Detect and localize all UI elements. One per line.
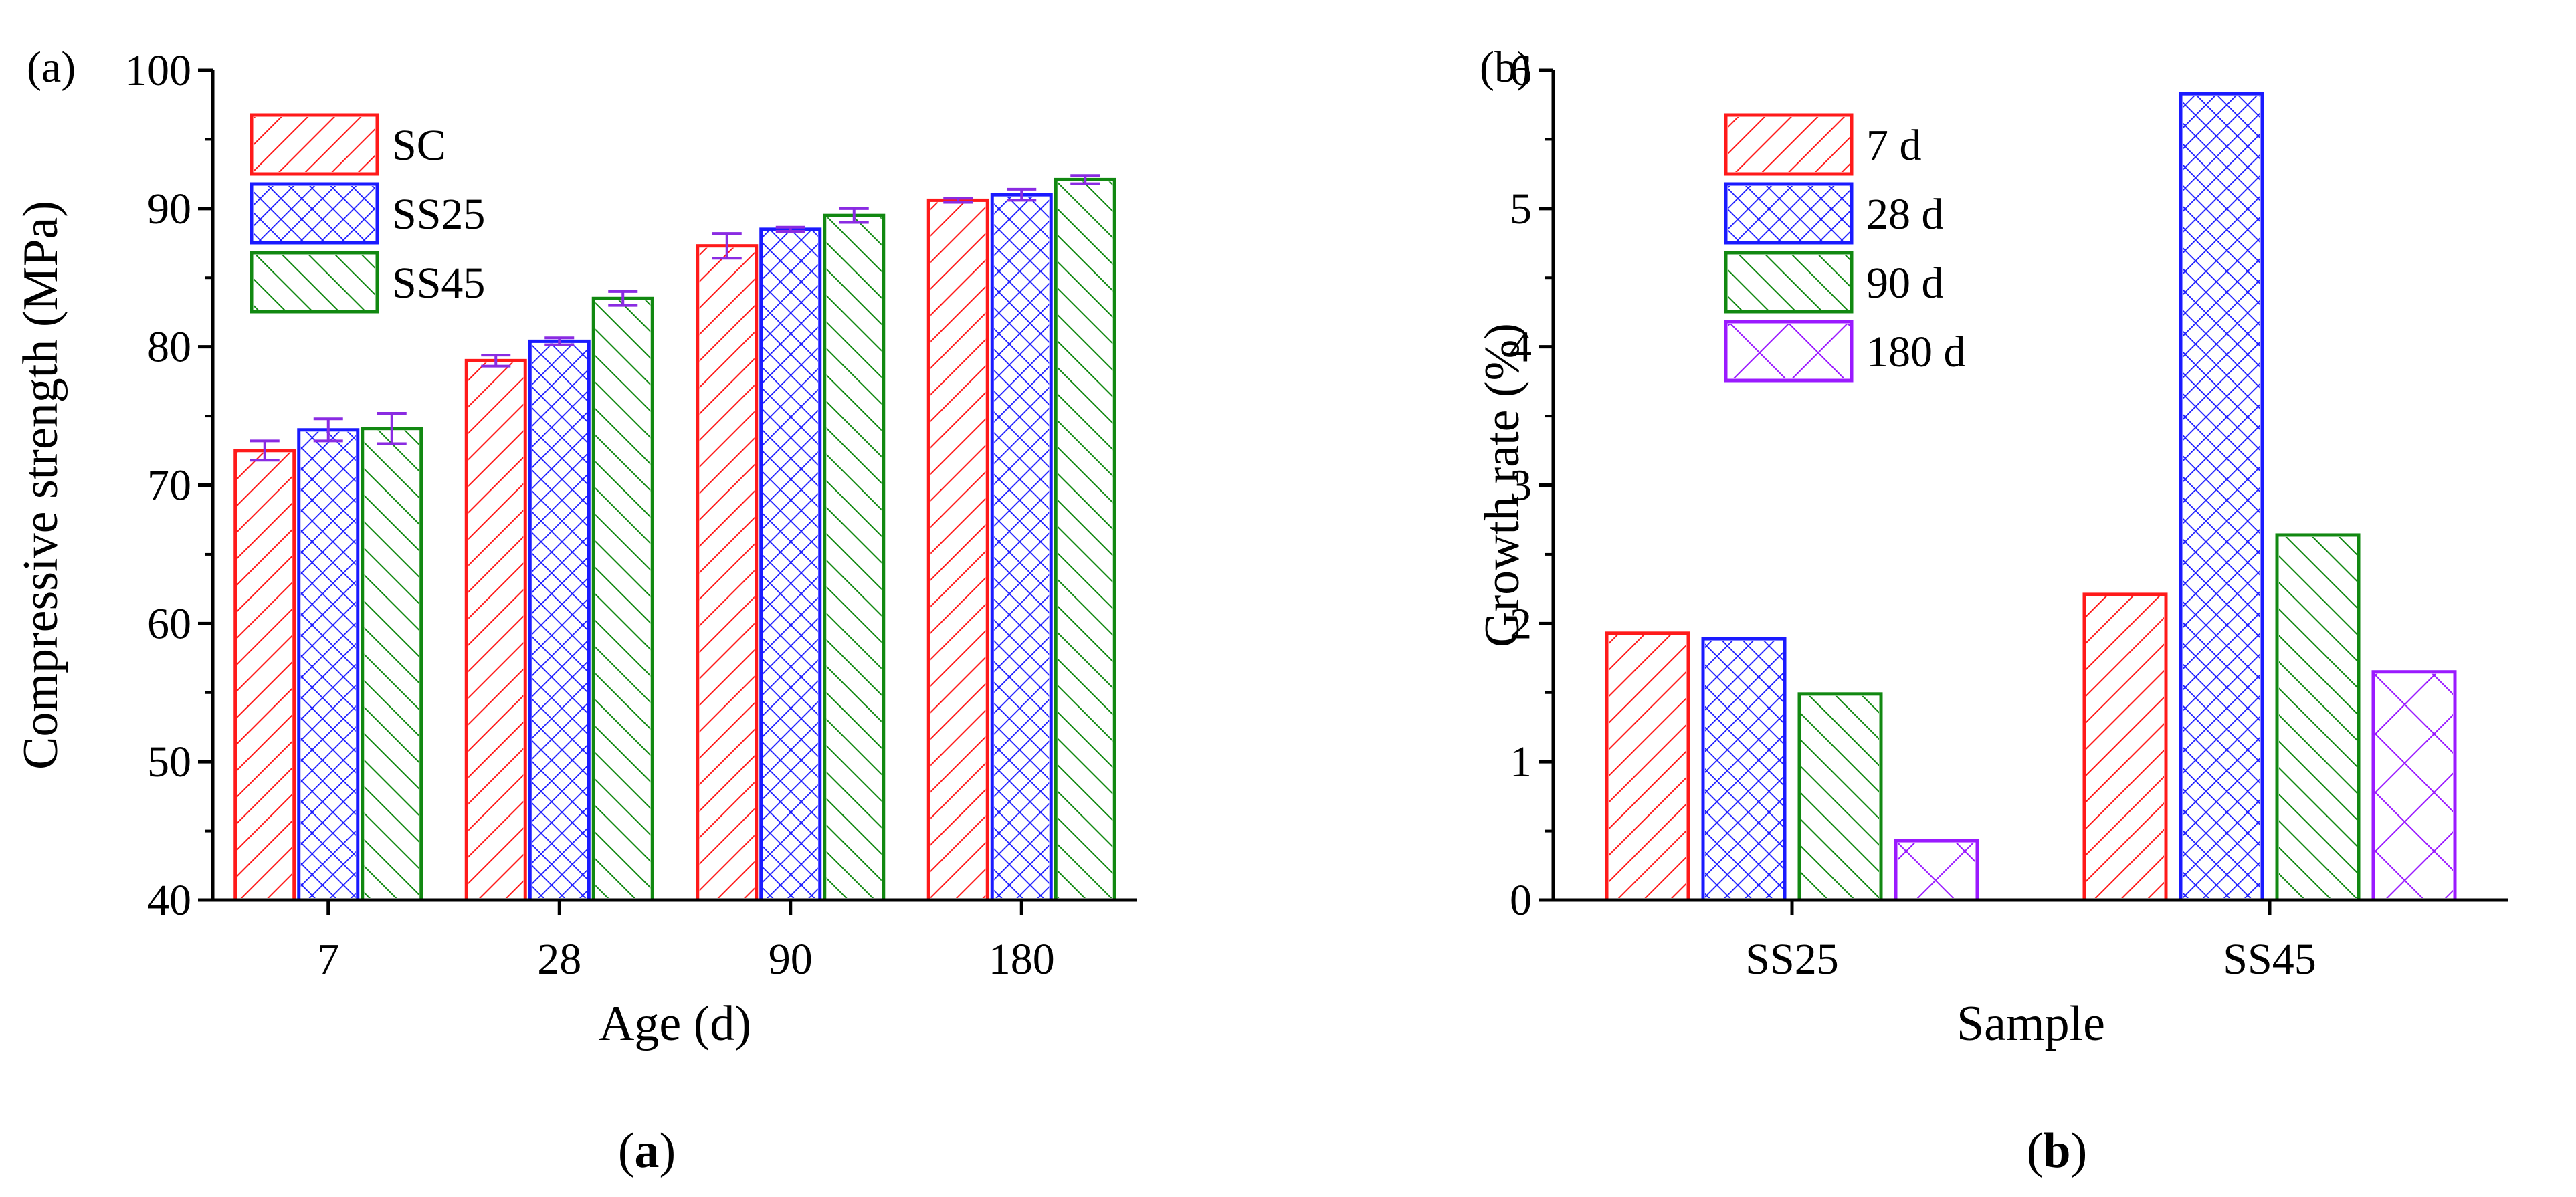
y-tick-label: 2 — [1510, 599, 1532, 648]
y-tick-label: 100 — [125, 46, 191, 95]
legend-swatch-hatch-180-d — [1728, 324, 1850, 378]
error-bar-ss45-7 — [377, 411, 407, 445]
y-tick-label: 90 — [147, 185, 191, 233]
bar-hatch-7-d-ss25 — [1609, 635, 1686, 898]
bar-hatch-sc-180 — [930, 202, 986, 898]
y-axis-title: Growth rate (%) — [1475, 323, 1530, 647]
bar-hatch-ss45-90 — [826, 217, 882, 898]
x-tick-label-180: 180 — [989, 935, 1055, 984]
y-tick-label: 6 — [1510, 46, 1532, 95]
error-bar-sc-28 — [481, 354, 511, 368]
legend-swatch-hatch-90-d — [1728, 255, 1850, 310]
bar-hatch-ss45-28 — [595, 300, 651, 898]
legend-swatch-hatch-7-d — [1728, 117, 1850, 172]
legend-swatch-hatch-sc — [254, 117, 375, 172]
error-bar-sc-180 — [943, 197, 973, 204]
error-bar-ss45-180 — [1070, 174, 1100, 185]
legend-label-180-d: 180 d — [1866, 328, 1966, 376]
legend: SC SS25 SS45 — [250, 113, 485, 314]
legend-swatch-hatch-28-d — [1728, 186, 1850, 241]
y-tick-label: 3 — [1510, 461, 1532, 510]
bar-hatch-28-d-ss45 — [2183, 96, 2260, 899]
bar-hatch-90-d-ss25 — [1801, 695, 1879, 898]
legend-label-ss25: SS25 — [392, 190, 485, 239]
x-axis-title: Sample — [1957, 996, 2105, 1051]
error-bar-ss25-28 — [544, 336, 575, 346]
legend-swatch-hatch-ss45 — [254, 255, 375, 310]
error-bar-sc-90 — [712, 232, 742, 260]
y-axis-title: Compressive strength (MPa) — [13, 201, 68, 770]
panel-label: (a) — [27, 43, 76, 92]
bar-hatch-ss25-7 — [300, 431, 356, 898]
y-tick-label: 40 — [147, 876, 191, 925]
error-bar-ss45-90 — [839, 207, 869, 224]
caption-a: (a) — [618, 1123, 676, 1178]
y-tick-label: 70 — [147, 461, 191, 510]
y-tick-label: 5 — [1510, 185, 1532, 233]
x-tick-label-ss25: SS25 — [1745, 935, 1838, 984]
axes-frame — [1551, 70, 2508, 902]
error-bar-ss25-180 — [1007, 187, 1037, 202]
bar-hatch-180-d-ss45 — [2375, 673, 2453, 898]
y-tick-label: 80 — [147, 323, 191, 372]
legend: 7 d 28 d 90 d 180 d — [1724, 113, 1966, 383]
panel-label: (b) — [1480, 43, 1531, 92]
bar-hatch-7-d-ss45 — [2086, 596, 2164, 898]
bar-hatch-ss25-28 — [532, 343, 587, 898]
bar-hatch-90-d-ss45 — [2279, 536, 2357, 898]
y-tick-label: 50 — [147, 738, 191, 786]
chart-compressive-strength: 40 50 60 70 80 90 100 7 28 90 180 Age (d) Compressiv… — [13, 43, 1137, 1051]
x-tick-label-7: 7 — [317, 935, 339, 984]
chart-growth-rate: 0 1 2 3 4 5 6 SS25 SS45 Sample Growth rate (%) (b) 7… — [1475, 43, 2508, 1051]
y-tick-label: 0 — [1510, 876, 1532, 925]
legend-swatch-hatch-ss25 — [254, 186, 375, 241]
bar-hatch-ss25-90 — [763, 231, 818, 898]
legend-label-sc: SC — [392, 121, 446, 170]
error-bar-sc-7 — [250, 439, 280, 462]
bar-hatch-sc-90 — [699, 247, 755, 898]
error-bar-ss25-90 — [775, 225, 805, 233]
error-bar-ss45-28 — [608, 290, 638, 307]
bar-hatch-ss45-180 — [1058, 181, 1113, 899]
x-tick-label-ss45: SS45 — [2223, 935, 2316, 984]
bar-hatch-sc-7 — [237, 452, 292, 898]
x-axis-title: Age (d) — [599, 996, 751, 1051]
legend-label-28-d: 28 d — [1866, 190, 1944, 239]
legend-label-90-d: 90 d — [1866, 259, 1944, 308]
legend-label-ss45: SS45 — [392, 259, 485, 308]
bar-hatch-28-d-ss25 — [1705, 641, 1783, 898]
error-bar-ss25-7 — [313, 417, 343, 443]
bar-hatch-sc-28 — [468, 362, 524, 898]
x-tick-label-28: 28 — [537, 935, 581, 984]
legend-label-7-d: 7 d — [1866, 121, 1922, 170]
x-tick-label-90: 90 — [769, 935, 813, 984]
bar-hatch-ss25-180 — [994, 197, 1050, 898]
bar-hatch-180-d-ss25 — [1898, 843, 1975, 898]
y-tick-label: 4 — [1510, 323, 1532, 372]
y-tick-label: 60 — [147, 599, 191, 648]
caption-b: (b) — [2027, 1123, 2087, 1178]
y-tick-label: 1 — [1510, 738, 1532, 786]
bar-hatch-ss45-7 — [364, 430, 419, 898]
